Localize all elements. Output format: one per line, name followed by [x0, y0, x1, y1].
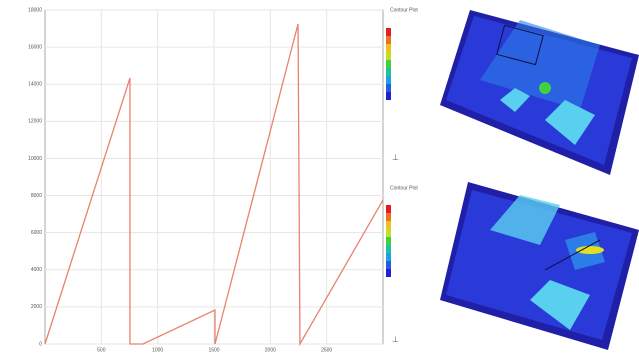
- legend-title: Contour Plot: [390, 185, 418, 191]
- y-tick-label: 8000: [31, 193, 42, 199]
- x-tick-label: 1500: [208, 347, 219, 353]
- y-tick-label: 0: [39, 341, 42, 347]
- y-tick-label: 16000: [28, 44, 42, 50]
- y-tick-label: 2000: [31, 304, 42, 310]
- y-tick-label: 12000: [28, 119, 42, 125]
- x-tick-label: 2500: [321, 347, 332, 353]
- y-tick-label: 6000: [31, 230, 42, 236]
- axis-triad: ⊥: [392, 153, 399, 162]
- x-tick-label: 500: [97, 347, 106, 353]
- legend-title: Contour Plot: [390, 7, 418, 13]
- axis-triad: ⊥: [392, 335, 399, 344]
- y-tick-label: 10000: [28, 156, 42, 162]
- page: Contour Plot Contour Plot ⊥ ⊥ 0 2000 4000 6…: [0, 0, 639, 356]
- screenshot: Contour Plot Contour Plot ⊥ ⊥ 0 2000 4000 6…: [0, 0, 639, 356]
- y-tick-label: 14000: [28, 82, 42, 88]
- y-tick-label: 4000: [31, 267, 42, 273]
- x-tick-label: 1000: [152, 347, 163, 353]
- x-tick-label: 2000: [265, 347, 276, 353]
- y-tick-label: 18000: [28, 7, 42, 13]
